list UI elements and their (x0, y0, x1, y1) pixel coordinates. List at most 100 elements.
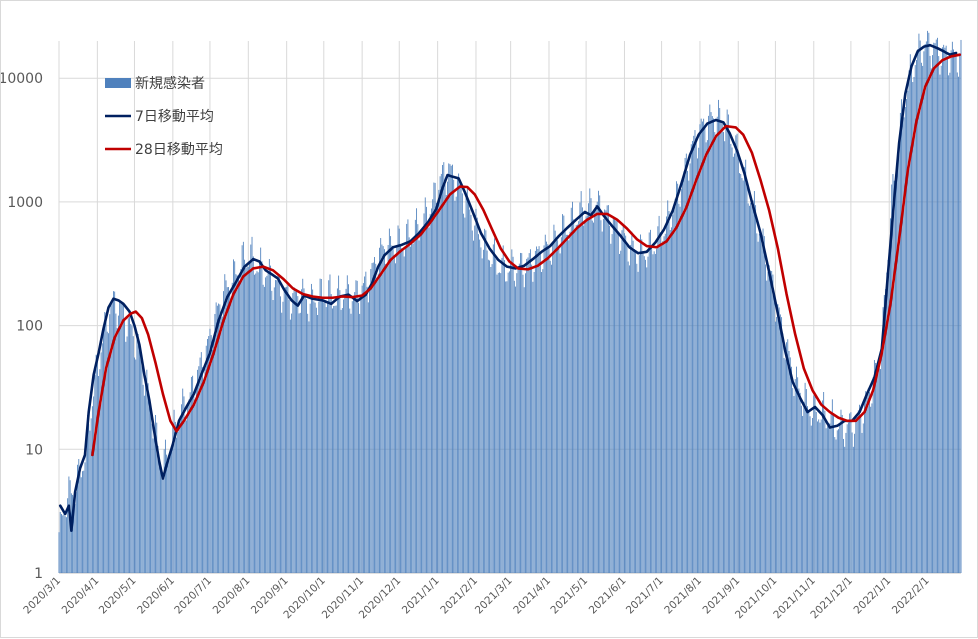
bar (245, 268, 247, 573)
bar (401, 248, 403, 573)
bar (205, 345, 207, 573)
bar (387, 244, 389, 574)
bar (252, 256, 254, 573)
bar (633, 249, 635, 573)
bar (777, 304, 779, 573)
bar (569, 231, 571, 574)
bar (259, 260, 260, 573)
bar (922, 65, 924, 574)
bar (903, 117, 905, 573)
bar (390, 236, 392, 573)
bar (778, 307, 780, 573)
bar (646, 267, 648, 573)
bar (638, 255, 640, 573)
bar (804, 382, 806, 573)
bar (563, 215, 565, 573)
bar (892, 174, 894, 573)
x-axis-ticks: 2020/3/12020/4/12020/5/12020/6/12020/7/1… (21, 575, 931, 622)
bar (408, 237, 410, 573)
bar (277, 273, 279, 573)
bar (808, 411, 810, 573)
bar (796, 366, 797, 573)
bar (458, 173, 460, 573)
bar (642, 253, 644, 573)
bar (211, 349, 213, 573)
bar (504, 260, 505, 573)
y-tick-label: 1000 (7, 195, 43, 211)
bar (497, 272, 499, 573)
bar (831, 399, 833, 573)
bar (219, 304, 221, 573)
bar (805, 389, 807, 573)
bar (87, 415, 88, 573)
bar (285, 287, 286, 573)
bar (240, 269, 242, 573)
bar (448, 163, 450, 573)
bar (365, 271, 367, 573)
bar (137, 333, 139, 573)
bar (452, 164, 453, 573)
bar (612, 217, 614, 573)
bar (433, 182, 435, 573)
bar (600, 220, 602, 574)
bar (229, 295, 231, 573)
bar (188, 399, 190, 573)
bar (648, 232, 650, 574)
bar (402, 249, 404, 573)
bar (771, 271, 773, 573)
bar (937, 37, 938, 573)
bar (445, 195, 447, 573)
bar (584, 222, 586, 573)
bar (359, 313, 361, 573)
bar (770, 270, 771, 573)
bar (257, 272, 259, 573)
bar (89, 430, 91, 573)
bar (581, 207, 583, 573)
bar (789, 357, 791, 573)
bar (163, 449, 165, 573)
bar (250, 244, 252, 574)
bar (100, 352, 102, 573)
bar (505, 281, 507, 573)
bar (413, 240, 415, 573)
bar (568, 240, 570, 573)
bar (661, 246, 662, 573)
bar (125, 341, 127, 573)
bar (184, 418, 186, 573)
bar (409, 246, 411, 573)
bar (768, 265, 770, 573)
bar (203, 381, 205, 573)
bar (251, 236, 253, 573)
bar (798, 388, 800, 573)
bar (572, 201, 573, 574)
bar (559, 253, 561, 573)
bar (773, 298, 775, 573)
bar (145, 381, 147, 573)
bar (606, 205, 608, 573)
bar (99, 369, 101, 573)
bar (720, 120, 722, 573)
bar (171, 446, 173, 573)
bar (385, 264, 387, 573)
x-tick-label: 2020/8/1 (211, 575, 253, 617)
bar (909, 54, 911, 574)
bar (297, 296, 299, 573)
bar (287, 284, 289, 573)
bar (471, 230, 473, 573)
bar (865, 391, 867, 573)
bar (602, 218, 604, 573)
bar (913, 76, 915, 573)
bar (546, 241, 547, 573)
bar (855, 417, 857, 573)
bar (662, 241, 664, 574)
bar (871, 403, 873, 573)
bar (109, 314, 111, 573)
bar (322, 296, 323, 573)
bar (828, 423, 830, 573)
bar (751, 206, 753, 573)
bar (84, 462, 86, 573)
bar (91, 406, 93, 573)
bar (380, 238, 382, 573)
bar (266, 275, 268, 573)
bar (543, 245, 545, 574)
